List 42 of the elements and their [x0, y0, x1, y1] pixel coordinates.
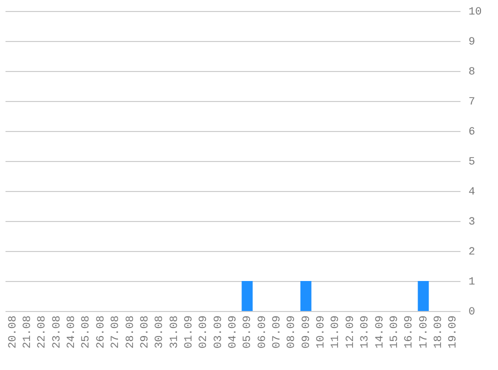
- x-tick-label: 29.08: [139, 316, 152, 349]
- x-tick-label: 07.09: [272, 316, 284, 349]
- y-tick-label: 4: [468, 186, 476, 198]
- x-tick-label: 13.09: [360, 316, 372, 349]
- x-tick-label: 02.09: [198, 316, 210, 349]
- y-tick-label: 6: [468, 126, 476, 138]
- x-tick-label: 09.09: [300, 316, 313, 349]
- y-tick-label: 2: [468, 246, 476, 258]
- y-tick-label: 0: [468, 306, 476, 318]
- x-tick-label: 28.08: [124, 316, 137, 349]
- x-tick-label: 19.09: [448, 316, 460, 349]
- x-tick-label: 18.09: [432, 316, 445, 349]
- x-tick-label: 20.08: [7, 316, 20, 349]
- x-tick-label: 01.09: [183, 316, 196, 349]
- y-tick-label: 1: [468, 276, 476, 288]
- x-tick-label: 15.09: [388, 316, 401, 349]
- x-tick-label: 05.09: [242, 316, 254, 349]
- x-tick-label: 12.09: [344, 316, 357, 349]
- x-tick-label: 22.08: [36, 316, 49, 349]
- x-tick-label: 26.08: [95, 316, 108, 349]
- x-tick-label: 24.08: [66, 316, 78, 349]
- x-tick-label: 21.08: [22, 316, 34, 349]
- y-tick-label: 8: [468, 66, 476, 78]
- y-tick-label: 9: [468, 36, 476, 48]
- x-tick-label: 04.09: [228, 316, 240, 349]
- x-tick-label: 31.08: [168, 316, 181, 349]
- x-tick-label: 25.08: [80, 316, 93, 349]
- y-tick-label: 7: [468, 96, 476, 108]
- x-tick-label: 16.09: [404, 316, 416, 349]
- x-tick-label: 11.09: [330, 316, 342, 349]
- y-tick-label: 3: [468, 216, 476, 228]
- x-tick-label: 30.08: [154, 316, 166, 349]
- x-tick-label: 06.09: [256, 316, 269, 349]
- x-tick-label: 10.09: [316, 316, 328, 349]
- x-tick-label: 27.08: [110, 316, 122, 349]
- x-tick-label: 08.09: [286, 316, 298, 349]
- y-tick-label: 5: [468, 156, 476, 168]
- x-tick-label: 14.09: [374, 316, 386, 349]
- x-tick-label: 03.09: [212, 316, 225, 349]
- x-tick-label: 17.09: [418, 316, 430, 349]
- x-tick-label: 23.08: [51, 316, 64, 349]
- y-tick-label: 10: [468, 6, 482, 18]
